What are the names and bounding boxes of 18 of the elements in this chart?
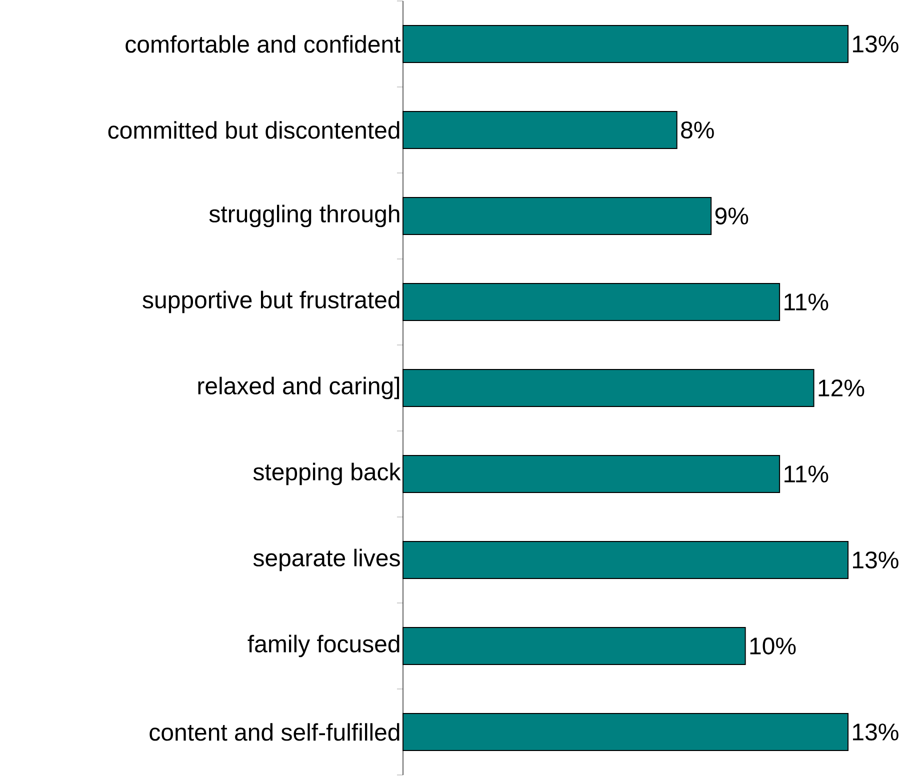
y-tick-label: comfortable and confident — [126, 35, 401, 53]
y-tick-label: separate lives — [253, 548, 400, 572]
data-label: 9% — [715, 207, 748, 224]
y-tick-label: stepping back — [253, 462, 401, 486]
y-tick-label: family focused — [248, 634, 400, 658]
data-label: 13% — [853, 551, 898, 568]
data-label: 12% — [818, 380, 864, 396]
y-tick-label: content and self-fulfilled — [150, 723, 400, 741]
data-label: 11% — [784, 294, 828, 310]
y-tick-label: supportive but frustrated — [142, 290, 400, 314]
data-label: 13% — [853, 723, 898, 740]
data-label: 13% — [853, 35, 898, 52]
data-label: 11% — [784, 466, 828, 482]
data-label: 8% — [681, 121, 714, 138]
data-label: 10% — [750, 637, 796, 654]
y-tick-label: struggling through — [209, 204, 400, 228]
y-tick-label: committed but discontented — [108, 121, 400, 139]
y-tick-label: relaxed and caring] — [198, 376, 400, 400]
